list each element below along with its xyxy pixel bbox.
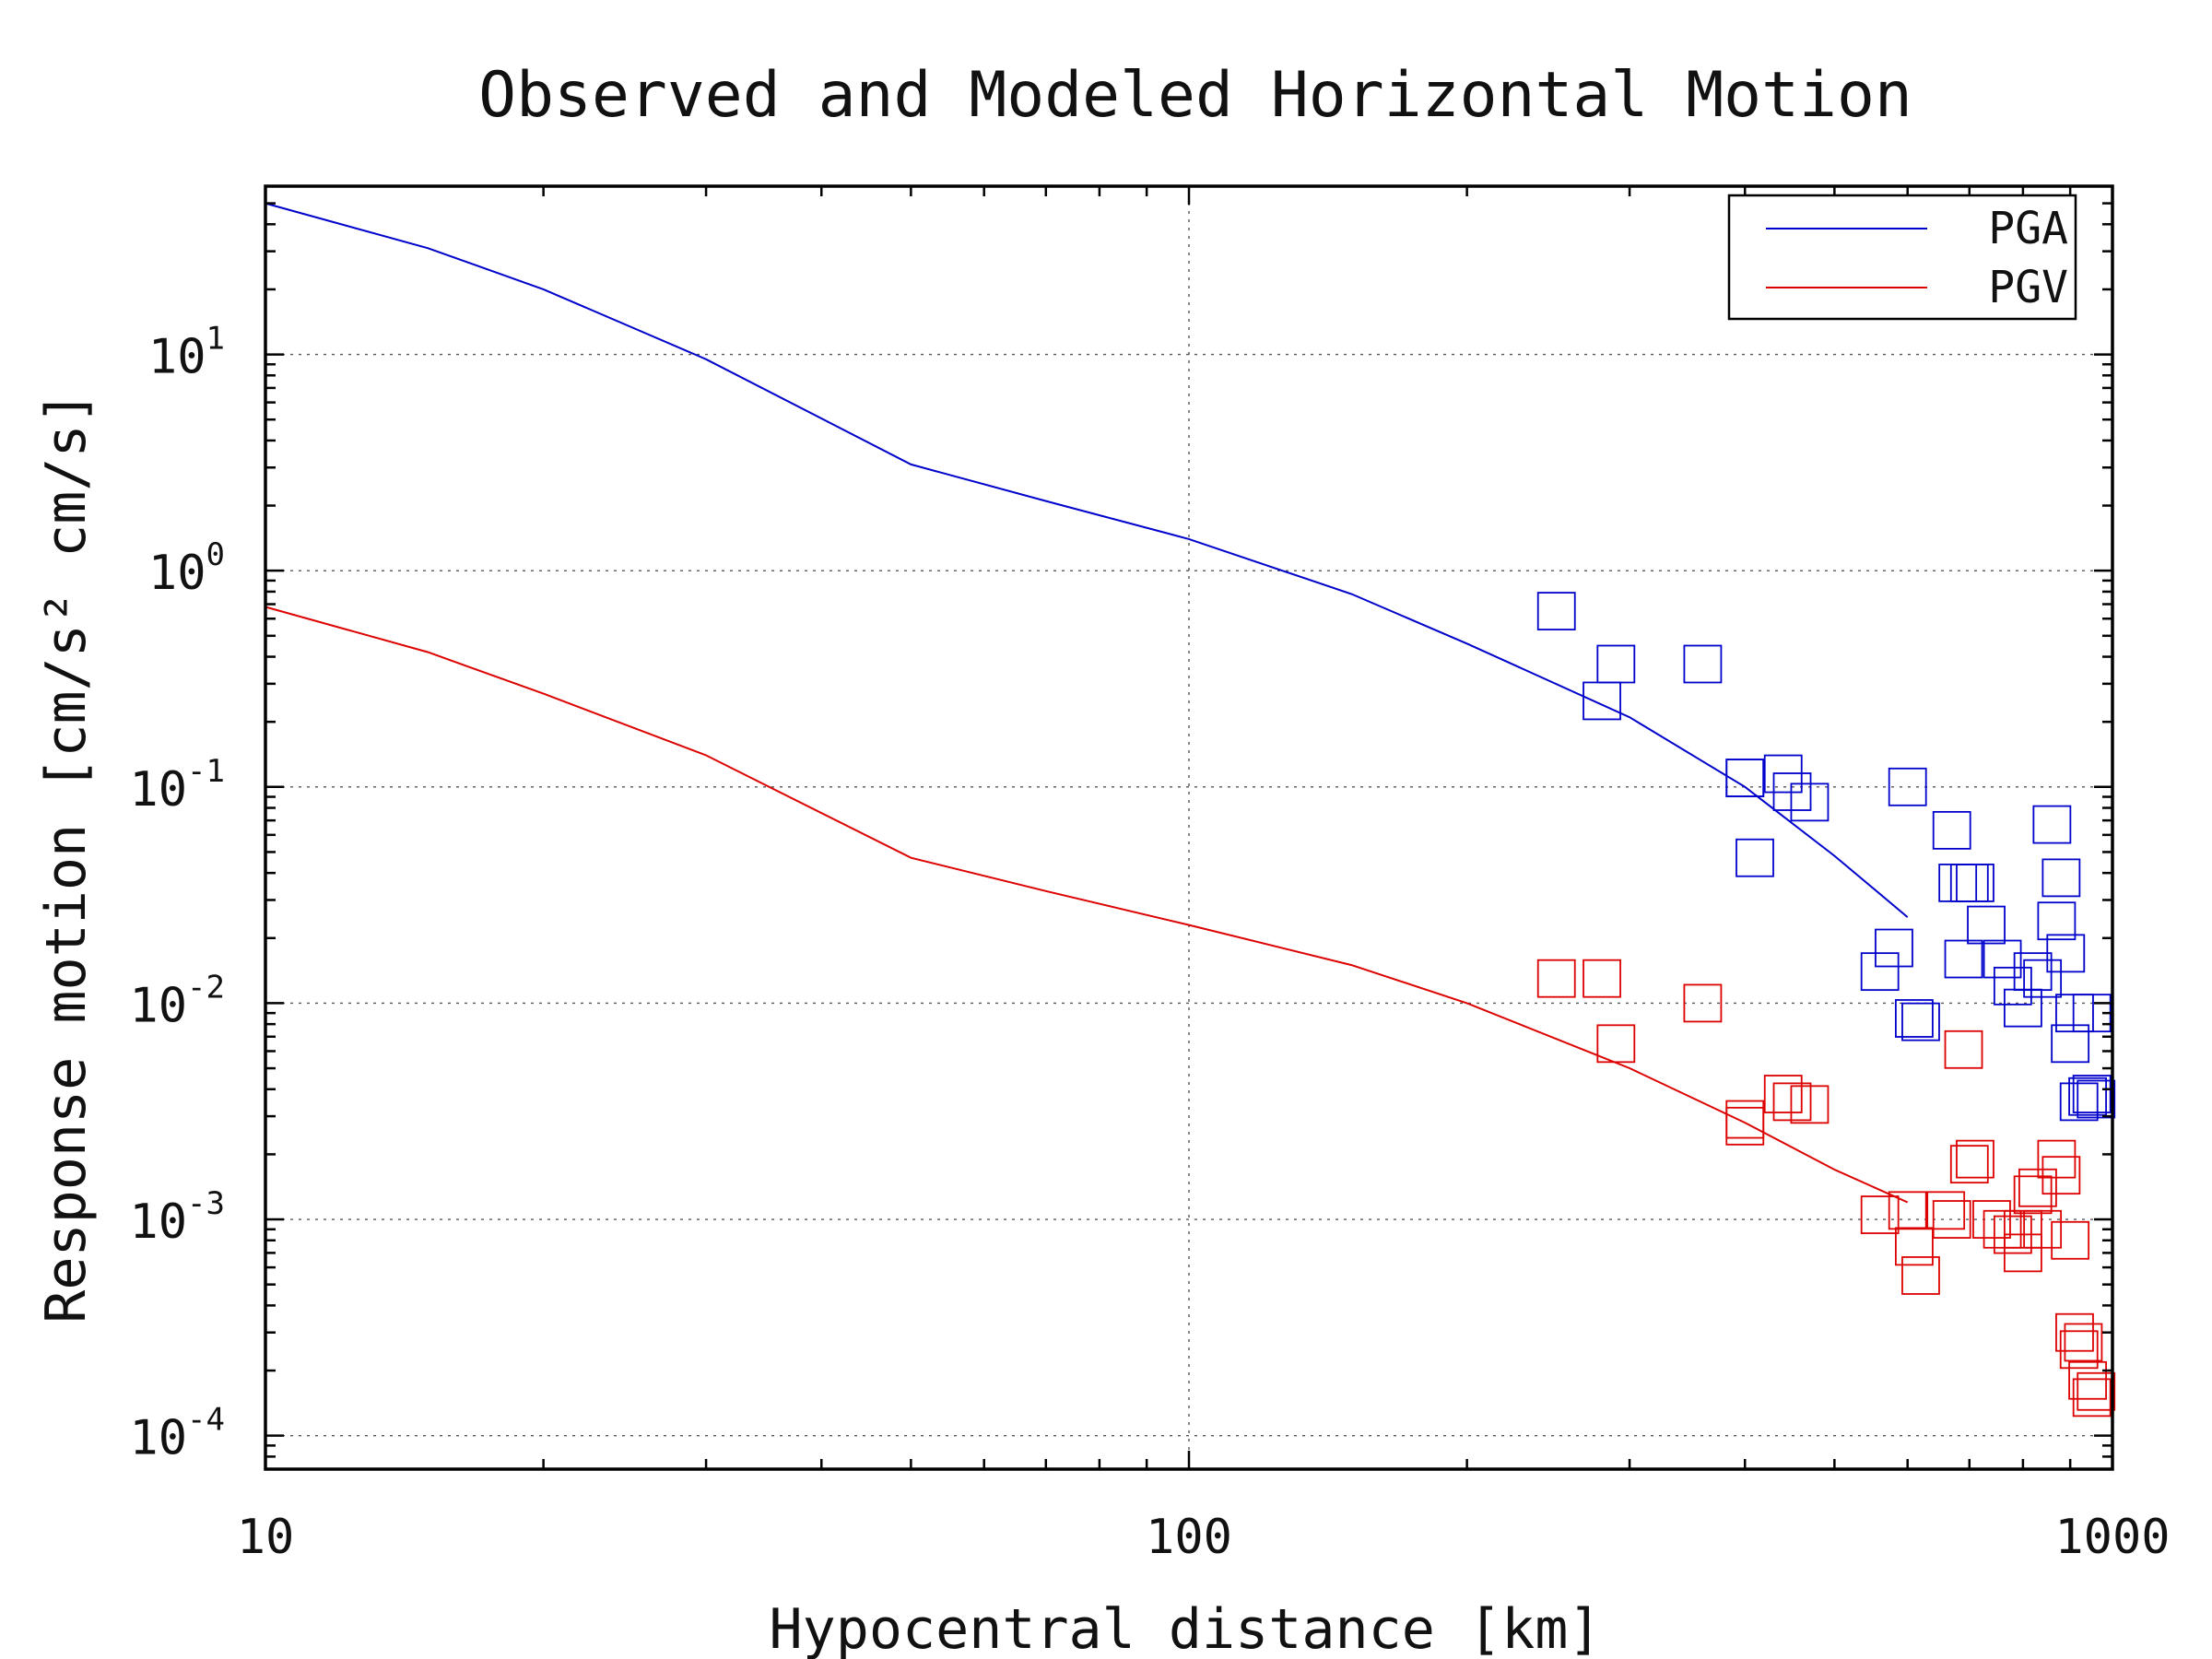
pgv-point	[2064, 1323, 2103, 1362]
x-tick-labels: 10 100 1000	[237, 1510, 2171, 1565]
pga-point	[1895, 999, 1934, 1038]
pga-point	[1725, 759, 1765, 797]
y-tick-label: 100	[148, 536, 225, 601]
legend-pgv-label: PGV	[1988, 262, 2068, 313]
pga-point	[2072, 1075, 2112, 1113]
pga-point	[1790, 782, 1830, 822]
pgv-point	[2055, 1312, 2094, 1352]
y-tick-label: 10-3	[129, 1185, 225, 1250]
pgv-model-line	[265, 606, 1909, 1204]
pgv-point	[1895, 1227, 1934, 1266]
pga-point	[1583, 681, 1621, 721]
pgv-point	[2003, 1209, 2042, 1249]
pga-point	[1967, 905, 2006, 945]
pgv-point	[1763, 1075, 1803, 1113]
pga-point	[1536, 592, 1576, 630]
x-tick-label: 10	[237, 1510, 295, 1565]
pgv-point	[1790, 1085, 1830, 1124]
pga-model-line	[265, 202, 1909, 918]
ticks	[264, 184, 2112, 1471]
pga-point	[2003, 988, 2042, 1028]
pgv-point	[1932, 1200, 1971, 1239]
y-tick-label: 10-2	[129, 969, 225, 1033]
pga-point	[1888, 767, 1927, 806]
pgv-point	[1860, 1195, 1900, 1234]
pgv-point	[2041, 1156, 2081, 1195]
x-axis-label: Hypocentral distance [km]	[769, 1597, 1601, 1659]
pgv-point	[1972, 1200, 2011, 1239]
pgv-point	[1596, 1024, 1636, 1064]
pga-point	[1596, 644, 1636, 684]
pgv-point	[1725, 1100, 1765, 1139]
pga-point	[1944, 939, 1983, 979]
pgv-point	[1772, 1082, 1812, 1122]
pga-point	[1683, 644, 1723, 684]
pga-point	[2023, 959, 2063, 998]
grid	[265, 186, 2112, 1469]
legend-pga-label: PGA	[1988, 203, 2068, 254]
pga-point	[2046, 934, 2086, 973]
y-tick-label: 10-1	[129, 753, 225, 818]
pgv-point	[1949, 1145, 1989, 1184]
y-tick-label: 101	[148, 321, 225, 385]
pgv-point	[2077, 1371, 2116, 1411]
x-tick-label: 100	[1146, 1510, 1232, 1565]
legend: PGA PGV	[1727, 194, 2077, 321]
pga-point	[1983, 939, 2022, 979]
pgv-point	[1901, 1256, 1940, 1295]
pgv-point	[2003, 1233, 2042, 1273]
pga-point	[2068, 1077, 2107, 1116]
pga-point	[2032, 805, 2072, 844]
pgv-point	[1725, 1106, 1765, 1146]
y-axis-label: Response motion [cm/s² cm/s]	[34, 391, 99, 1323]
pgv-point	[2059, 1330, 2099, 1370]
pgv-point	[1888, 1191, 1927, 1230]
pgv-point	[1944, 1030, 1983, 1069]
pga-point	[1735, 838, 1774, 877]
pgv-point	[1583, 959, 1621, 998]
pgv-point	[1683, 983, 1723, 1023]
pgv-point	[1536, 959, 1576, 998]
pga-point	[2077, 1079, 2116, 1119]
pga-point	[1772, 772, 1812, 811]
pgv-point	[1926, 1191, 1966, 1230]
series-layer	[265, 202, 2116, 1418]
pga-point	[2059, 1082, 2099, 1122]
pgv-point	[2023, 1209, 2063, 1249]
y-tick-label: 10-4	[129, 1402, 225, 1466]
pgv-point	[2037, 1139, 2077, 1179]
pgv-point	[1983, 1209, 2022, 1249]
pgv-point	[2051, 1220, 2090, 1260]
pga-point	[1901, 1002, 1940, 1041]
pga-point	[1938, 864, 1978, 902]
pga-point	[1860, 952, 1900, 992]
pgv-point	[1956, 1139, 1994, 1179]
pga-point	[2037, 901, 2077, 941]
pga-point	[1725, 759, 1765, 797]
pga-point	[1932, 810, 1971, 850]
pgv-point	[2013, 1175, 2053, 1215]
pga-point	[1993, 966, 2032, 1006]
pga-point	[1956, 864, 1994, 902]
pga-point	[2041, 858, 2081, 898]
pga-point	[2013, 952, 2053, 992]
pga-point	[1875, 928, 1913, 968]
pga-point	[2051, 1024, 2090, 1064]
pgv-point	[2068, 1360, 2107, 1400]
y-tick-labels: 101 100 10-1 10-2 10-3 10-4	[129, 321, 225, 1466]
pgv-point	[2072, 1378, 2112, 1418]
chart-title: Observed and Modeled Horizontal Motion	[478, 59, 1912, 132]
x-tick-label: 1000	[2054, 1510, 2170, 1565]
legend-box	[1727, 194, 2077, 321]
